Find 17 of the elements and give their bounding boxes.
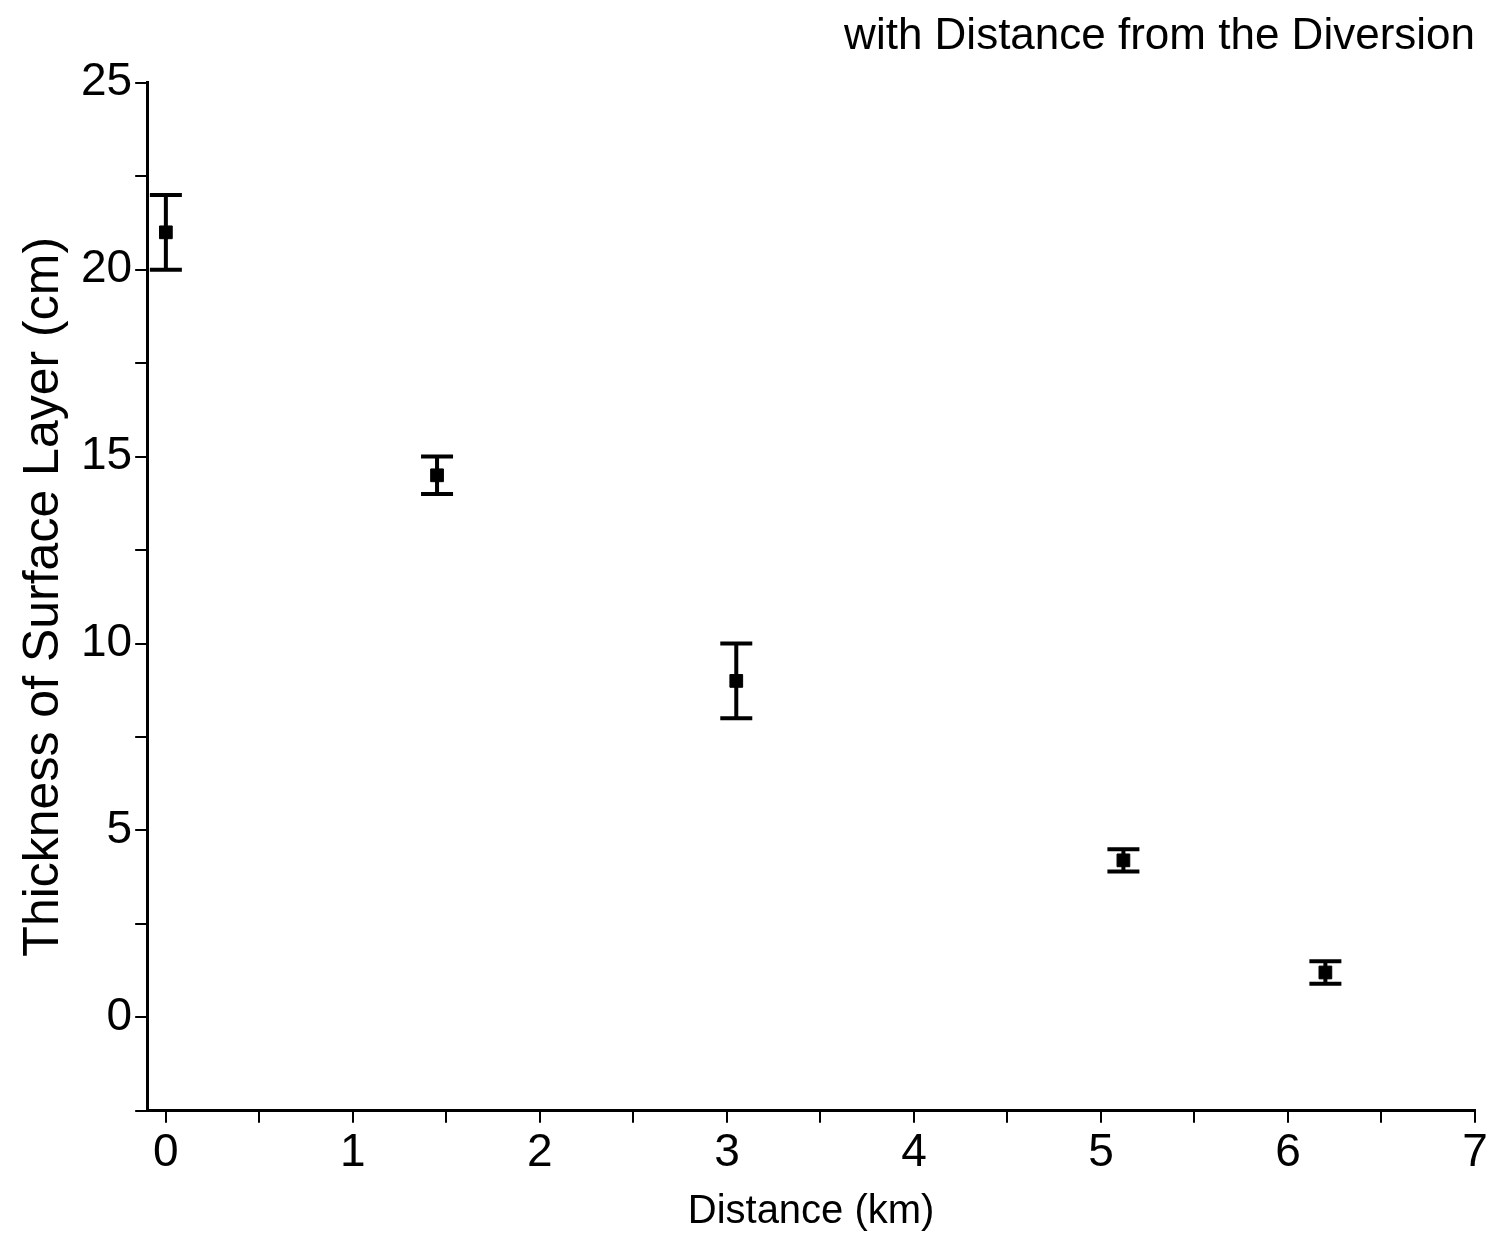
y-tick-label: 0 xyxy=(106,988,133,1041)
x-tick-label: 1 xyxy=(340,1124,366,1177)
x-tick-label: 2 xyxy=(527,1124,553,1177)
chart-title: with Distance from the Diversion xyxy=(843,8,1475,58)
x-tick-label: 7 xyxy=(1462,1124,1488,1177)
x-tick-label: 4 xyxy=(901,1124,927,1177)
y-tick-label: 15 xyxy=(80,427,133,480)
y-tick-label: 10 xyxy=(80,614,133,667)
x-tick-label: 5 xyxy=(1088,1124,1114,1177)
y-tick-label: 5 xyxy=(106,801,133,854)
y-tick-label: 20 xyxy=(80,240,133,293)
x-tick-label: 3 xyxy=(714,1124,740,1177)
y-axis-title: Thickness of Surface Layer (cm) xyxy=(12,236,69,957)
x-tick-label: 0 xyxy=(153,1124,179,1177)
x-axis-title: Distance (km) xyxy=(687,1187,935,1232)
y-tick-label: 25 xyxy=(80,53,133,106)
x-tick-label: 6 xyxy=(1275,1124,1301,1177)
